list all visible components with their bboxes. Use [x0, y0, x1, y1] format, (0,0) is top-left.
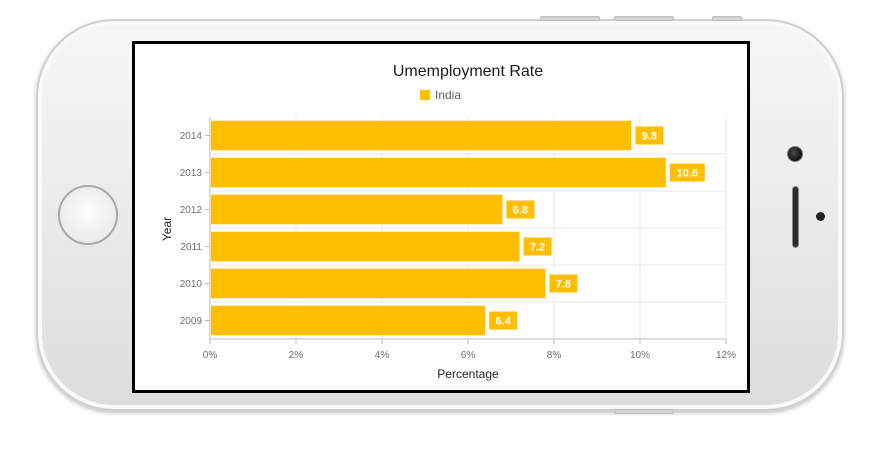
x-tick-label: 4% [375, 350, 390, 361]
x-tick-label: 0% [203, 350, 218, 361]
volume-down-button [614, 16, 674, 21]
bar-2009[interactable] [211, 305, 486, 336]
y-tick-label: 2012 [180, 205, 203, 216]
y-tick-label: 2013 [180, 168, 203, 179]
proximity-sensor [816, 212, 825, 221]
front-camera [787, 146, 803, 162]
legend[interactable]: India [420, 88, 461, 102]
axes-layer: 0% 2% 4% 6% 8% 10% 12% 2014 2013 2012 2011 2010 2009 [180, 117, 736, 361]
legend-swatch-india [420, 90, 430, 100]
x-tick-label: 2% [289, 350, 304, 361]
data-label-box-2013 [669, 163, 705, 182]
bar-2014[interactable] [211, 120, 632, 151]
y-axis-title: Year [160, 217, 174, 241]
unemployment-chart: Umemployment Rate India 0% 2% 4% 6% 8% 10% 12%… [160, 63, 736, 381]
bar-2010[interactable] [211, 268, 546, 299]
y-tick-label: 2014 [180, 131, 203, 142]
data-label-2010: 7.8 [556, 279, 571, 291]
data-labels-layer: 9.8 10.6 6.8 7.2 7.8 6.4 [489, 126, 705, 330]
bars-layer [211, 120, 666, 336]
data-label-box-2012 [506, 200, 535, 219]
data-label-box-2010 [549, 274, 578, 293]
y-tick-label: 2011 [180, 242, 202, 253]
data-label-2013: 10.6 [677, 168, 698, 180]
x-axis-title: Percentage [437, 367, 499, 381]
y-tick-label: 2010 [180, 279, 203, 290]
power-button [712, 16, 742, 21]
grid-layer [210, 117, 727, 339]
bar-2011[interactable] [211, 231, 520, 262]
x-tick-label: 10% [630, 350, 650, 361]
bar-2013[interactable] [211, 157, 666, 188]
data-label-2012: 6.8 [513, 205, 528, 217]
legend-label-india: India [435, 88, 461, 102]
x-tick-label: 8% [547, 350, 562, 361]
earpiece-speaker [792, 186, 799, 248]
data-label-box-2014 [635, 126, 664, 145]
data-label-box-2011 [523, 237, 552, 256]
phone-screen: Umemployment Rate India 0% 2% 4% 6% 8% 10% 12%… [132, 41, 750, 393]
mute-switch [614, 409, 674, 414]
data-label-2011: 7.2 [530, 242, 545, 254]
data-label-box-2009 [489, 311, 518, 330]
chart-title: Umemployment Rate [393, 63, 543, 80]
x-tick-label: 12% [716, 350, 736, 361]
home-button[interactable] [58, 185, 118, 245]
x-tick-label: 6% [461, 350, 476, 361]
bar-2012[interactable] [211, 194, 503, 225]
data-label-2009: 6.4 [496, 316, 512, 328]
y-tick-label: 2009 [180, 316, 203, 327]
volume-up-button [540, 16, 600, 21]
data-label-2014: 9.8 [642, 131, 657, 143]
